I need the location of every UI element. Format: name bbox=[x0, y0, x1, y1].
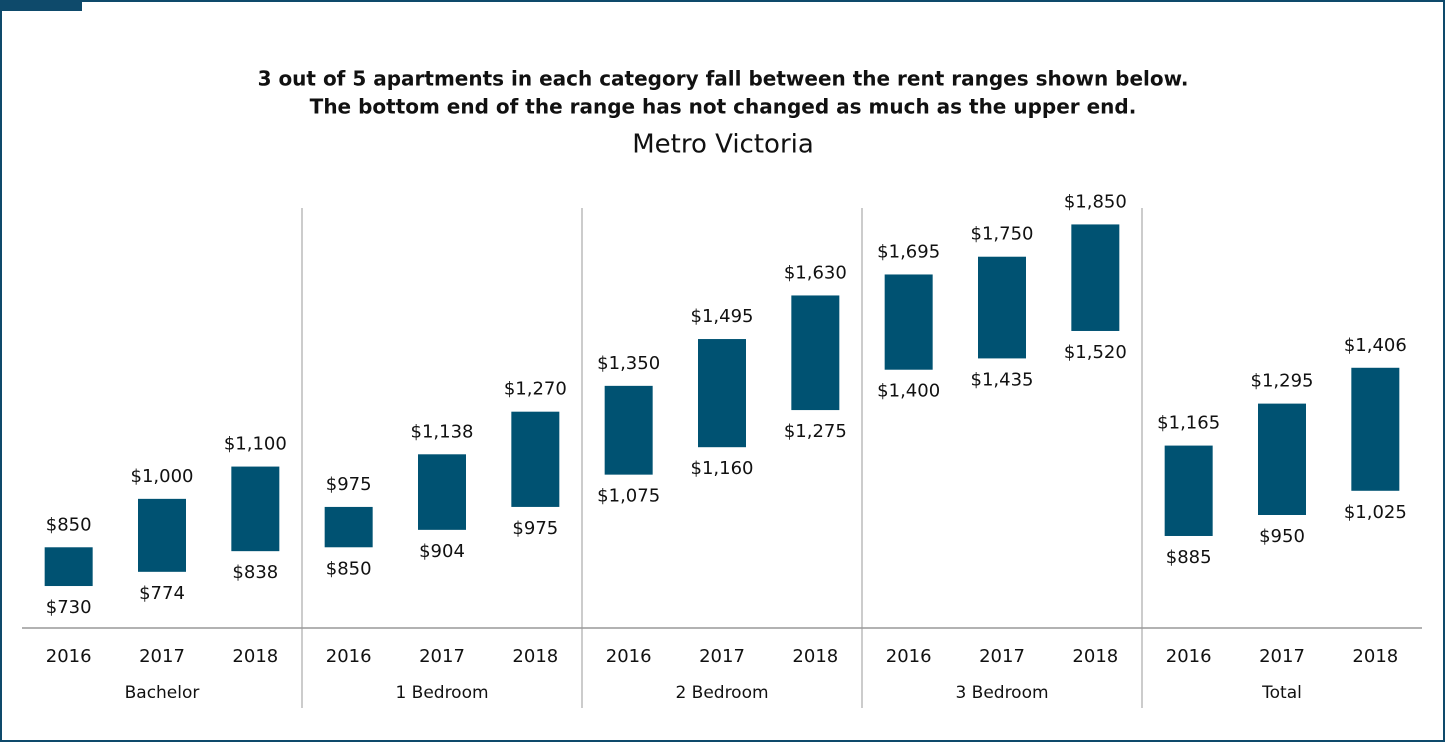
x-tick-label: 2018 bbox=[792, 646, 838, 667]
headline: 3 out of 5 apartments in each category f… bbox=[258, 67, 1189, 91]
high-label: $1,406 bbox=[1344, 335, 1407, 356]
x-tick-label: 2017 bbox=[1259, 646, 1305, 667]
range-bar bbox=[1258, 403, 1306, 515]
range-bar bbox=[884, 274, 933, 370]
low-label: $885 bbox=[1166, 547, 1212, 568]
low-label: $1,400 bbox=[877, 381, 940, 402]
range-bar bbox=[44, 547, 93, 587]
range-bar bbox=[604, 385, 653, 475]
x-tick-label: 2016 bbox=[326, 646, 372, 667]
range-bar bbox=[698, 339, 746, 448]
low-label: $838 bbox=[232, 562, 278, 583]
group-label: Total bbox=[1261, 683, 1302, 703]
high-label: $975 bbox=[326, 474, 372, 495]
low-label: $1,520 bbox=[1064, 342, 1127, 363]
low-label: $1,435 bbox=[971, 369, 1034, 390]
group-label: Bachelor bbox=[125, 683, 200, 703]
group-label: 3 Bedroom bbox=[955, 683, 1048, 703]
range-bar bbox=[1351, 367, 1400, 491]
low-label: $850 bbox=[326, 558, 372, 579]
high-label: $1,000 bbox=[131, 466, 194, 487]
x-tick-label: 2017 bbox=[979, 646, 1025, 667]
frame-tab bbox=[0, 0, 82, 11]
range-bar bbox=[1164, 445, 1213, 536]
chart-title: Metro Victoria bbox=[632, 130, 814, 160]
range-bar bbox=[511, 411, 560, 507]
headline: The bottom end of the range has not chan… bbox=[310, 95, 1137, 119]
low-label: $774 bbox=[139, 583, 185, 604]
x-tick-label: 2018 bbox=[1072, 646, 1118, 667]
low-label: $1,025 bbox=[1344, 502, 1407, 523]
x-tick-label: 2017 bbox=[419, 646, 465, 667]
x-tick-label: 2017 bbox=[699, 646, 745, 667]
high-label: $1,100 bbox=[224, 434, 287, 455]
low-label: $950 bbox=[1259, 526, 1305, 547]
x-tick-label: 2018 bbox=[1352, 646, 1398, 667]
range-bar bbox=[231, 466, 280, 552]
high-label: $1,270 bbox=[504, 379, 567, 400]
high-label: $1,295 bbox=[1251, 371, 1314, 392]
x-tick-label: 2018 bbox=[512, 646, 558, 667]
range-bar bbox=[791, 295, 840, 411]
range-bar bbox=[138, 498, 186, 572]
range-bar bbox=[418, 454, 466, 530]
group-label: 1 Bedroom bbox=[395, 683, 488, 703]
high-label: $1,138 bbox=[411, 421, 474, 442]
group-label: 2 Bedroom bbox=[675, 683, 768, 703]
low-label: $1,160 bbox=[691, 458, 754, 479]
x-tick-label: 2016 bbox=[886, 646, 932, 667]
high-label: $1,750 bbox=[971, 224, 1034, 245]
low-label: $1,075 bbox=[597, 486, 660, 507]
x-tick-label: 2018 bbox=[232, 646, 278, 667]
x-tick-label: 2017 bbox=[139, 646, 185, 667]
x-tick-label: 2016 bbox=[46, 646, 92, 667]
high-label: $850 bbox=[46, 514, 92, 535]
low-label: $1,275 bbox=[784, 421, 847, 442]
x-tick-label: 2016 bbox=[606, 646, 652, 667]
high-label: $1,350 bbox=[597, 353, 660, 374]
range-bar bbox=[1071, 224, 1120, 331]
high-label: $1,630 bbox=[784, 262, 847, 283]
high-label: $1,165 bbox=[1157, 413, 1220, 434]
high-label: $1,850 bbox=[1064, 191, 1127, 212]
range-bar bbox=[978, 256, 1026, 359]
range-bar bbox=[324, 506, 373, 548]
high-label: $1,495 bbox=[691, 306, 754, 327]
low-label: $975 bbox=[512, 518, 558, 539]
x-tick-label: 2016 bbox=[1166, 646, 1212, 667]
low-label: $904 bbox=[419, 541, 465, 562]
high-label: $1,695 bbox=[877, 241, 940, 262]
low-label: $730 bbox=[46, 597, 92, 618]
